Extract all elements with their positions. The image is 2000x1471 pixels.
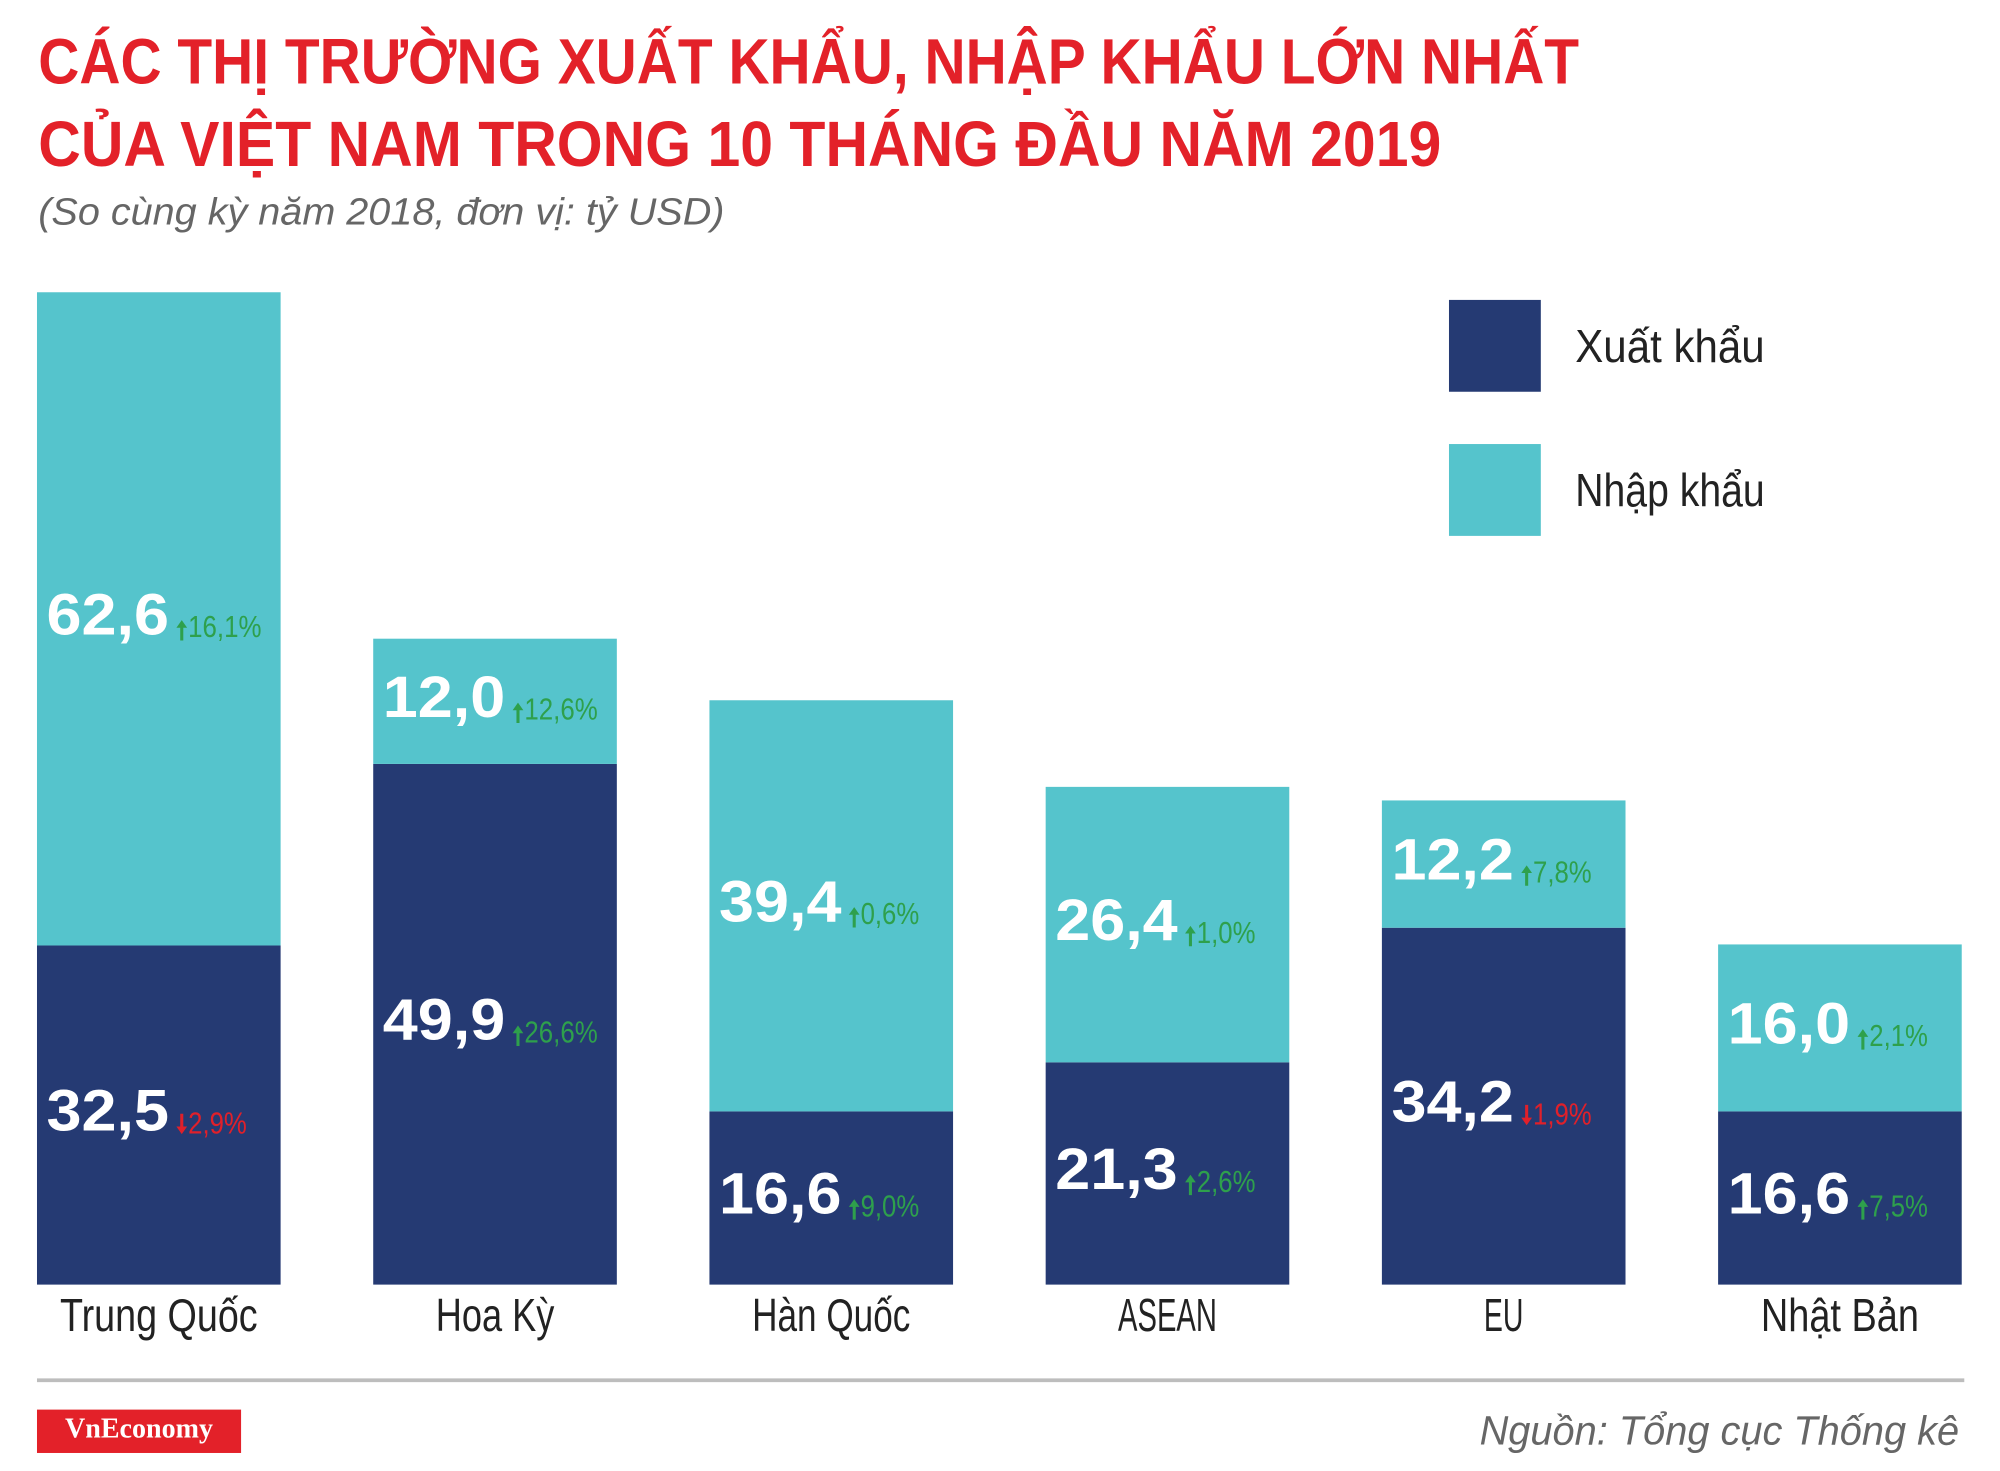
growth-label: 7,5%	[1869, 1189, 1928, 1223]
legend-label: Xuất khẩu	[1575, 320, 1764, 372]
growth-label: 16,1%	[188, 610, 261, 644]
growth-arrow	[1185, 925, 1196, 947]
x-tick-label: Hàn Quốc	[752, 1289, 910, 1341]
logo-box	[36, 1409, 242, 1453]
chart-title: CỦA VIỆT NAM TRONG 10 THÁNG ĐẦU NĂM 2019	[38, 108, 1441, 180]
growth-label: 0,6%	[861, 897, 920, 931]
bar-segment	[36, 292, 281, 946]
x-tick-label: Nhật Bản	[1761, 1289, 1919, 1341]
value-label: 62,6	[47, 582, 169, 647]
bar-segment	[36, 945, 281, 1285]
value-label: 21,3	[1055, 1137, 1177, 1202]
growth-label: 2,6%	[1197, 1165, 1256, 1199]
value-label: 12,2	[1391, 828, 1513, 893]
x-tick-label: EU	[1484, 1289, 1524, 1341]
x-tick-label: ASEAN	[1118, 1289, 1217, 1341]
value-label: 16,6	[1728, 1161, 1850, 1226]
growth-arrow	[1857, 1199, 1869, 1220]
x-tick-label: Hoa Kỳ	[436, 1289, 555, 1341]
growth-arrow	[1857, 1029, 1869, 1050]
value-label: 39,4	[719, 869, 842, 934]
bar-segment	[1718, 944, 1962, 1112]
growth-arrow	[1521, 865, 1533, 886]
bar-segment	[1381, 927, 1626, 1285]
growth-arrow	[1521, 1104, 1533, 1126]
growth-label: 26,6%	[524, 1016, 597, 1050]
bar-segment	[373, 638, 617, 764]
logo: VnEconomy	[65, 1414, 213, 1445]
growth-arrow	[1185, 1174, 1196, 1196]
chart-subtitle: (So cùng kỳ năm 2018, đơn vị: tỷ USD)	[38, 191, 724, 234]
growth-label: 12,6%	[524, 693, 597, 727]
source: Nguồn: Tổng cục Thống kê	[1480, 1408, 1960, 1454]
value-label: 49,9	[383, 988, 505, 1053]
value-label: 12,0	[383, 665, 505, 730]
growth-arrow	[512, 702, 524, 723]
chart-title: CÁC THỊ TRƯỜNG XUẤT KHẨU, NHẬP KHẨU LỚN …	[38, 25, 1579, 97]
bar-segment	[1045, 1062, 1290, 1285]
legend-swatch	[1448, 444, 1541, 536]
value-label: 26,4	[1055, 888, 1178, 953]
value-label: 34,2	[1391, 1070, 1513, 1135]
bar-segment	[1381, 800, 1626, 928]
growth-arrow	[512, 1025, 524, 1046]
bar-segment	[373, 763, 617, 1285]
bar-segment	[1718, 1111, 1962, 1285]
value-label: 32,5	[47, 1079, 169, 1144]
legend-label: Nhập khẩu	[1575, 464, 1764, 516]
growth-arrow	[176, 620, 188, 641]
value-label: 16,6	[719, 1161, 841, 1226]
bar-segment	[709, 700, 954, 1112]
value-label: 16,0	[1728, 991, 1850, 1056]
bar-segment	[1045, 786, 1290, 1063]
growth-label: 1,9%	[1533, 1097, 1592, 1131]
growth-arrow	[848, 1199, 860, 1220]
growth-label: 9,0%	[861, 1189, 920, 1223]
bar-segment	[709, 1111, 954, 1285]
growth-arrow	[176, 1113, 188, 1135]
x-tick-label: Trung Quốc	[60, 1289, 258, 1341]
growth-label: 2,9%	[188, 1106, 247, 1140]
legend-swatch	[1448, 299, 1541, 392]
growth-arrow	[848, 907, 860, 928]
growth-label: 7,8%	[1533, 855, 1592, 889]
growth-label: 2,1%	[1869, 1019, 1928, 1053]
growth-label: 1,0%	[1197, 916, 1256, 950]
